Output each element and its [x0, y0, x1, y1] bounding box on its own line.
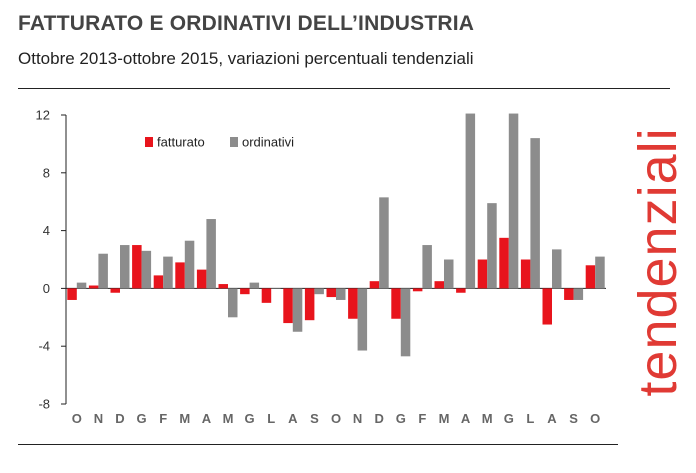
y-tick-label: 0	[43, 281, 50, 296]
fatturato-bar	[110, 288, 120, 293]
y-tick-label: 12	[36, 108, 50, 123]
top-divider	[18, 88, 670, 89]
ordinativi-bar	[314, 288, 324, 295]
x-tick-label: S	[310, 411, 319, 426]
ordinativi-bar	[141, 250, 152, 289]
ordinativi-bar	[444, 259, 454, 289]
x-tick-label: G	[504, 411, 514, 426]
fatturato-bar	[132, 245, 142, 289]
x-tick-label: L	[267, 411, 275, 426]
x-tick-label: S	[569, 411, 578, 426]
x-tick-label: F	[159, 411, 167, 426]
ordinativi-bar	[552, 249, 562, 289]
ordinativi-bar	[487, 203, 497, 289]
legend-label: ordinativi	[242, 135, 294, 150]
x-tick-label: A	[461, 411, 471, 426]
y-tick-label: 4	[43, 223, 50, 238]
ordinativi-bar	[379, 197, 389, 289]
fatturato-bar	[348, 288, 358, 319]
fatturato-bar	[369, 281, 380, 289]
chart-subtitle: Ottobre 2013-ottobre 2015, variazioni pe…	[18, 49, 474, 68]
x-tick-label: F	[418, 411, 426, 426]
fatturato-bar	[88, 285, 99, 289]
fatturato-bar	[153, 275, 164, 289]
ordinativi-bar	[508, 113, 519, 289]
fatturato-bar	[326, 288, 336, 298]
x-tick-label: N	[353, 411, 362, 426]
ordinativi-bar	[336, 288, 346, 300]
ordinativi-bar	[573, 288, 584, 300]
ordinativi-bar	[163, 256, 173, 289]
x-tick-label: O	[331, 411, 341, 426]
legend-swatch	[145, 137, 153, 147]
fatturato-bar	[434, 281, 444, 289]
x-tick-label: A	[547, 411, 557, 426]
x-tick-label: M	[223, 411, 234, 426]
fatturato-bar	[67, 288, 77, 300]
legend-label: fatturato	[157, 135, 205, 150]
x-tick-label: M	[482, 411, 493, 426]
fatturato-bar	[240, 288, 250, 295]
y-tick-label: -8	[38, 397, 50, 412]
ordinativi-bar	[400, 288, 411, 357]
x-tick-label: G	[396, 411, 406, 426]
fatturato-bar	[499, 237, 509, 289]
x-tick-label: D	[115, 411, 124, 426]
x-tick-label: D	[375, 411, 384, 426]
ordinativi-bar	[228, 288, 238, 318]
ordinativi-bar	[184, 240, 195, 289]
x-tick-label: A	[202, 411, 212, 426]
y-tick-label: 8	[43, 165, 50, 180]
fatturato-bar	[283, 288, 293, 324]
ordinativi-bar	[206, 219, 216, 289]
x-tick-label: M	[439, 411, 450, 426]
fatturato-bar	[391, 288, 401, 319]
fatturato-bar	[175, 262, 185, 289]
x-tick-label: M	[179, 411, 190, 426]
x-tick-label: N	[94, 411, 103, 426]
fatturato-bar	[304, 288, 315, 321]
x-tick-label: O	[72, 411, 82, 426]
x-tick-label: A	[288, 411, 298, 426]
fatturato-bar	[456, 288, 466, 293]
ordinativi-bar	[422, 245, 432, 289]
ordinativi-bar	[120, 245, 130, 289]
ordinativi-bar	[595, 256, 605, 289]
fatturato-bar	[542, 288, 552, 325]
fatturato-bar	[585, 265, 596, 289]
x-tick-label: O	[590, 411, 600, 426]
ordinativi-bar	[292, 288, 303, 332]
ordinativi-bar	[98, 253, 108, 289]
x-tick-label: G	[137, 411, 147, 426]
x-tick-label: G	[245, 411, 255, 426]
fatturato-bar	[218, 284, 228, 289]
fatturato-bar	[477, 259, 488, 289]
chart-title: FATTURATO E ORDINATIVI DELL’INDUSTRIA	[18, 12, 475, 35]
fatturato-bar	[196, 269, 207, 289]
fatturato-bar	[261, 288, 272, 303]
bottom-divider	[18, 444, 618, 445]
fatturato-bar	[520, 259, 531, 289]
ordinativi-bar	[465, 113, 476, 289]
ordinativi-bar	[530, 138, 540, 289]
y-tick-label: -4	[38, 339, 50, 354]
fatturato-bar	[412, 288, 423, 292]
ordinativi-bar	[249, 282, 260, 289]
fatturato-bar	[564, 288, 574, 300]
x-tick-label: L	[526, 411, 534, 426]
legend-swatch	[230, 137, 238, 147]
ordinativi-bar	[76, 282, 87, 289]
ordinativi-bar	[271, 288, 281, 289]
ordinativi-bar	[357, 288, 368, 351]
